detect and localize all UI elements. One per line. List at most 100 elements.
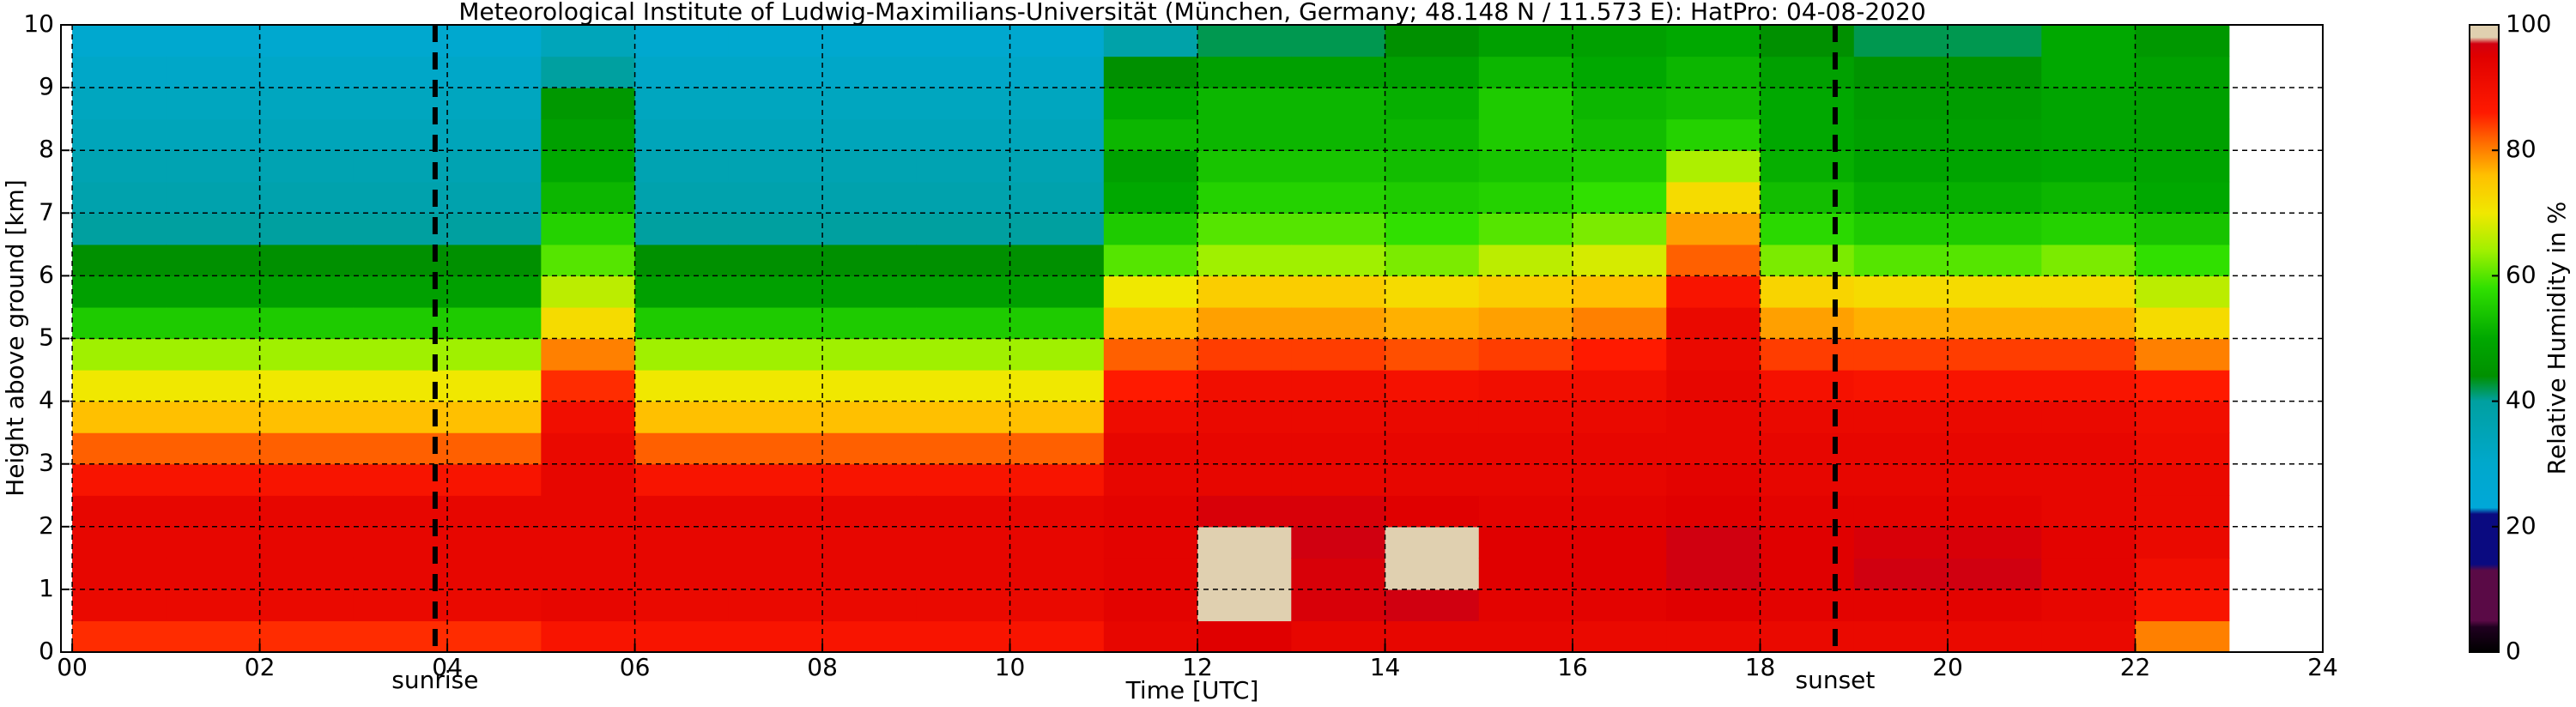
heatmap-cell — [1291, 558, 1386, 590]
heatmap-cell — [447, 56, 542, 88]
heatmap-cell — [1009, 495, 1105, 528]
heatmap-cell — [1385, 275, 1480, 308]
heatmap-cell — [166, 88, 261, 120]
heatmap-cell — [822, 150, 917, 183]
heatmap-cell — [916, 463, 1011, 496]
heatmap-cell — [72, 181, 167, 214]
heatmap-cell — [2041, 306, 2137, 340]
heatmap-cell — [1385, 463, 1480, 496]
heatmap-cell — [1291, 370, 1386, 402]
y-tick-label: 5 — [39, 323, 54, 352]
heatmap-cell — [2135, 463, 2230, 496]
heatmap-cell — [1291, 150, 1386, 183]
heatmap-cell — [634, 88, 730, 120]
heatmap-cell — [634, 620, 730, 653]
heatmap-cell — [2041, 558, 2137, 590]
heatmap-cell — [1853, 25, 1949, 57]
y-tick-label: 7 — [39, 197, 54, 226]
heatmap-cell — [2135, 244, 2230, 276]
heatmap-cell — [447, 558, 542, 590]
x-tick-label: 10 — [995, 653, 1026, 681]
heatmap-cell — [166, 495, 261, 528]
heatmap-cell — [1197, 526, 1292, 559]
heatmap-cell — [1573, 181, 1667, 214]
heatmap-cell — [634, 150, 730, 183]
heatmap-cell — [166, 25, 261, 57]
heatmap-cell — [1009, 401, 1105, 433]
heatmap-cell — [541, 495, 636, 528]
heatmap-cell — [259, 589, 355, 622]
heatmap-cell — [916, 213, 1011, 245]
heatmap-cell — [634, 338, 730, 371]
heatmap-cell — [447, 88, 542, 120]
heatmap-cell — [1760, 463, 1855, 496]
heatmap-cell — [259, 25, 355, 57]
heatmap-cell — [541, 88, 636, 120]
heatmap-cell — [72, 589, 167, 622]
heatmap-cell — [1103, 181, 1198, 214]
heatmap-cell — [1009, 526, 1105, 559]
heatmap-cell — [1573, 25, 1667, 57]
heatmap-cell — [1948, 275, 2042, 308]
heatmap-cell — [728, 213, 823, 245]
heatmap-cell — [166, 306, 261, 340]
heatmap-cell — [634, 118, 730, 151]
heatmap-cell — [1573, 526, 1667, 559]
heatmap-cell — [1666, 463, 1761, 496]
heatmap-cell — [1103, 88, 1198, 120]
heatmap-cell — [1666, 275, 1761, 308]
heatmap-cell — [1197, 401, 1292, 433]
heatmap-cell — [1573, 88, 1667, 120]
heatmap-cell — [1948, 495, 2042, 528]
heatmap-cell — [259, 150, 355, 183]
heatmap-cell — [2135, 181, 2230, 214]
heatmap-cell — [1385, 495, 1480, 528]
heatmap-cell — [1948, 432, 2042, 465]
heatmap-cell — [634, 306, 730, 340]
heatmap-cell — [541, 181, 636, 214]
heatmap-cell — [447, 463, 542, 496]
heatmap-cell — [916, 88, 1011, 120]
heatmap-cell — [259, 463, 355, 496]
heatmap-cell — [728, 432, 823, 465]
heatmap-cell — [166, 432, 261, 465]
heatmap-cell — [353, 306, 448, 340]
heatmap-cell — [447, 495, 542, 528]
heatmap-cell — [166, 118, 261, 151]
heatmap-cell — [822, 213, 917, 245]
heatmap-cell — [822, 370, 917, 402]
heatmap-cell — [1009, 306, 1105, 340]
heatmap-cell — [822, 244, 917, 276]
heatmap-cell — [72, 495, 167, 528]
heatmap-cell — [916, 620, 1011, 653]
heatmap-cell — [634, 275, 730, 308]
heatmap-cell — [541, 306, 636, 340]
heatmap-cell — [541, 370, 636, 402]
heatmap-cell — [1197, 306, 1292, 340]
heatmap-cell — [259, 338, 355, 371]
heatmap-cell — [1009, 370, 1105, 402]
heatmap-cell — [1478, 495, 1573, 528]
heatmap-cell — [916, 432, 1011, 465]
heatmap-cell — [822, 88, 917, 120]
heatmap-cell — [1103, 118, 1198, 151]
heatmap-cell — [1760, 181, 1855, 214]
heatmap-cell — [1948, 589, 2042, 622]
heatmap-cell — [1573, 495, 1667, 528]
heatmap-cell — [1666, 589, 1761, 622]
heatmap-cell — [353, 338, 448, 371]
heatmap-cell — [353, 275, 448, 308]
heatmap-cell — [1573, 432, 1667, 465]
heatmap-cell — [1009, 432, 1105, 465]
heatmap-cell — [259, 244, 355, 276]
heatmap-cell — [2135, 150, 2230, 183]
heatmap-cell — [1291, 213, 1386, 245]
heatmap-cell — [1478, 150, 1573, 183]
heatmap-cell — [1760, 150, 1855, 183]
heatmap-cell — [541, 275, 636, 308]
y-axis-label: Height above ground [km] — [1, 179, 29, 497]
y-tick-label: 3 — [39, 449, 54, 477]
heatmap-cell — [634, 213, 730, 245]
heatmap-cell — [1385, 370, 1480, 402]
heatmap-cell — [916, 401, 1011, 433]
